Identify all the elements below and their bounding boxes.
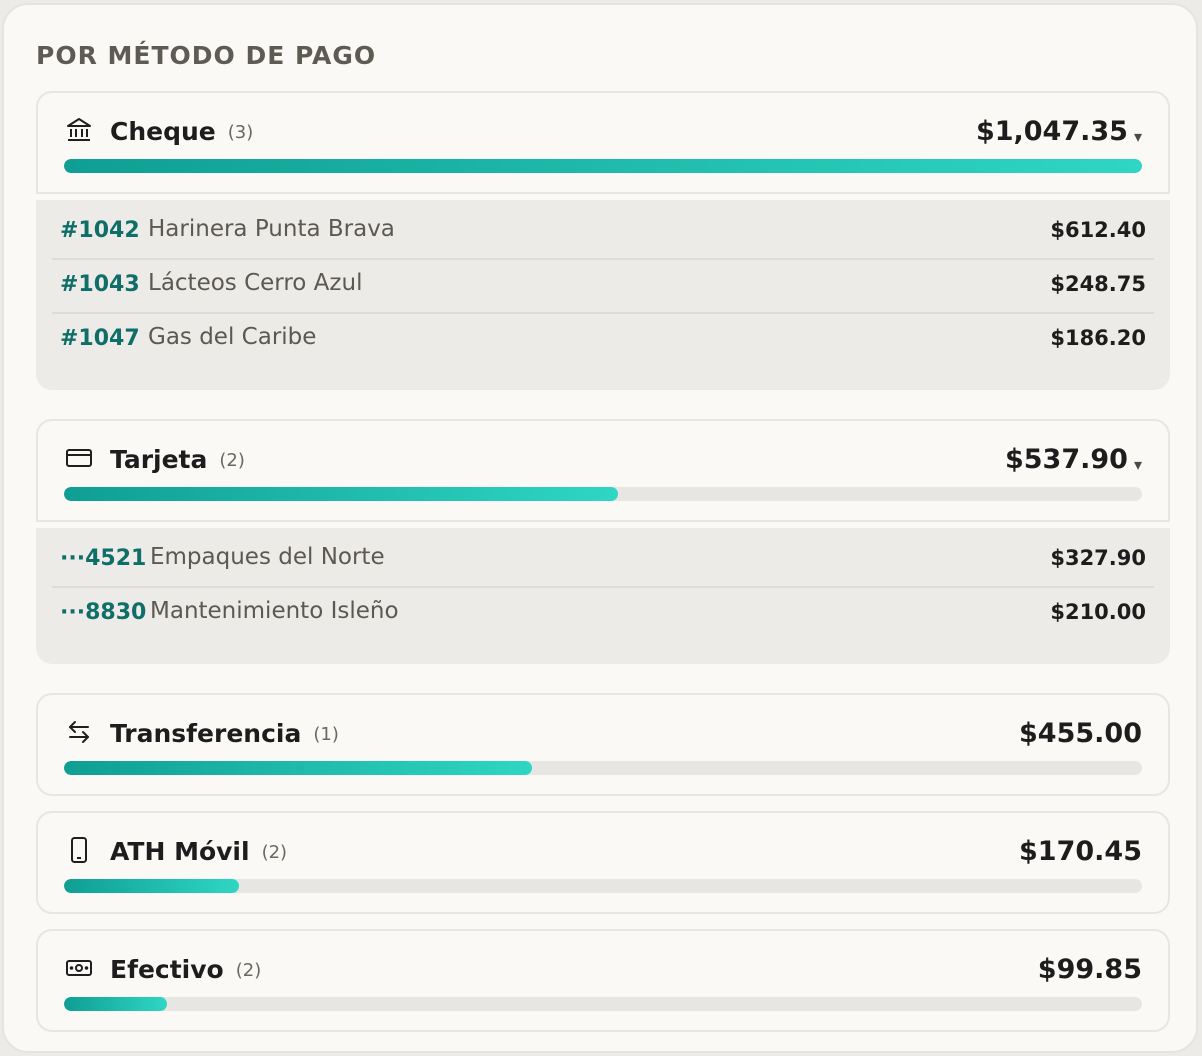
method-ath-movil[interactable]: ATH Móvil (2) $170.45 bbox=[36, 811, 1170, 914]
payee-name: Mantenimiento Isleño bbox=[150, 598, 399, 624]
method-name: Transferencia bbox=[110, 719, 302, 748]
method-transferencia[interactable]: Transferencia (1) $455.00 bbox=[36, 693, 1170, 796]
item-amount: $210.00 bbox=[1050, 600, 1146, 624]
method-count: (1) bbox=[313, 724, 339, 745]
method-count: (2) bbox=[219, 450, 245, 471]
list-item[interactable]: ···4521 Empaques del Norte $327.90 bbox=[52, 532, 1154, 588]
progress-bar bbox=[64, 487, 1142, 501]
method-efectivo[interactable]: Efectivo (2) $99.85 bbox=[36, 929, 1170, 1032]
method-amount: $170.45 bbox=[1019, 836, 1142, 867]
credit-card-icon bbox=[64, 443, 94, 473]
list-item[interactable]: #1047 Gas del Caribe $186.20 bbox=[52, 312, 1154, 366]
check-number: #1043 bbox=[60, 272, 140, 297]
tarjeta-details: ···4521 Empaques del Norte $327.90 ···88… bbox=[36, 528, 1170, 664]
progress-fill bbox=[64, 487, 618, 501]
mobile-phone-icon bbox=[64, 835, 94, 865]
progress-bar bbox=[64, 761, 1142, 775]
method-count: (3) bbox=[227, 122, 254, 143]
bank-icon bbox=[64, 115, 94, 145]
method-count: (2) bbox=[235, 960, 262, 981]
method-name: ATH Móvil bbox=[110, 837, 250, 866]
method-name: Cheque bbox=[110, 117, 216, 146]
progress-bar bbox=[64, 879, 1142, 893]
payee-name: Empaques del Norte bbox=[150, 544, 385, 570]
card-last-digits: ···4521 bbox=[60, 546, 147, 571]
method-cheque[interactable]: Cheque (3) $1,047.35 ▾ bbox=[36, 91, 1170, 194]
method-amount: $1,047.35 bbox=[975, 116, 1128, 147]
item-amount: $186.20 bbox=[1050, 326, 1146, 350]
payee-name: Harinera Punta Brava bbox=[148, 216, 395, 242]
item-amount: $612.40 bbox=[1050, 218, 1146, 242]
method-name: Tarjeta bbox=[110, 445, 208, 474]
method-amount: $537.90 bbox=[1004, 444, 1128, 475]
method-amount: $455.00 bbox=[1019, 718, 1142, 749]
progress-fill bbox=[64, 159, 1142, 173]
chevron-down-icon[interactable]: ▾ bbox=[1133, 455, 1142, 474]
progress-fill bbox=[64, 997, 167, 1011]
progress-fill bbox=[64, 761, 533, 775]
payment-methods-card: POR MÉTODO DE PAGO Cheque (3) $1,047.35 ▾ … bbox=[2, 3, 1198, 1053]
payee-name: Gas del Caribe bbox=[148, 324, 317, 350]
chevron-down-icon[interactable]: ▾ bbox=[1133, 127, 1142, 146]
progress-fill bbox=[64, 879, 240, 893]
payee-name: Lácteos Cerro Azul bbox=[148, 270, 363, 296]
method-count: (2) bbox=[261, 842, 288, 863]
card-last-digits: ···8830 bbox=[60, 600, 147, 625]
transfer-arrows-icon bbox=[64, 717, 94, 747]
check-number: #1042 bbox=[60, 218, 140, 243]
section-title: POR MÉTODO DE PAGO bbox=[36, 41, 377, 70]
check-number: #1047 bbox=[60, 326, 140, 351]
method-amount: $99.85 bbox=[1037, 954, 1142, 985]
list-item[interactable]: #1043 Lácteos Cerro Azul $248.75 bbox=[52, 258, 1154, 314]
list-item[interactable]: #1042 Harinera Punta Brava $612.40 bbox=[52, 204, 1154, 260]
cheque-details: #1042 Harinera Punta Brava $612.40 #1043… bbox=[36, 200, 1170, 390]
progress-bar bbox=[64, 997, 1142, 1011]
item-amount: $248.75 bbox=[1050, 272, 1146, 296]
method-tarjeta[interactable]: Tarjeta (2) $537.90 ▾ bbox=[36, 419, 1170, 522]
cash-icon bbox=[64, 953, 94, 983]
method-name: Efectivo bbox=[110, 955, 224, 984]
list-item[interactable]: ···8830 Mantenimiento Isleño $210.00 bbox=[52, 586, 1154, 640]
progress-bar bbox=[64, 159, 1142, 173]
item-amount: $327.90 bbox=[1050, 546, 1146, 570]
